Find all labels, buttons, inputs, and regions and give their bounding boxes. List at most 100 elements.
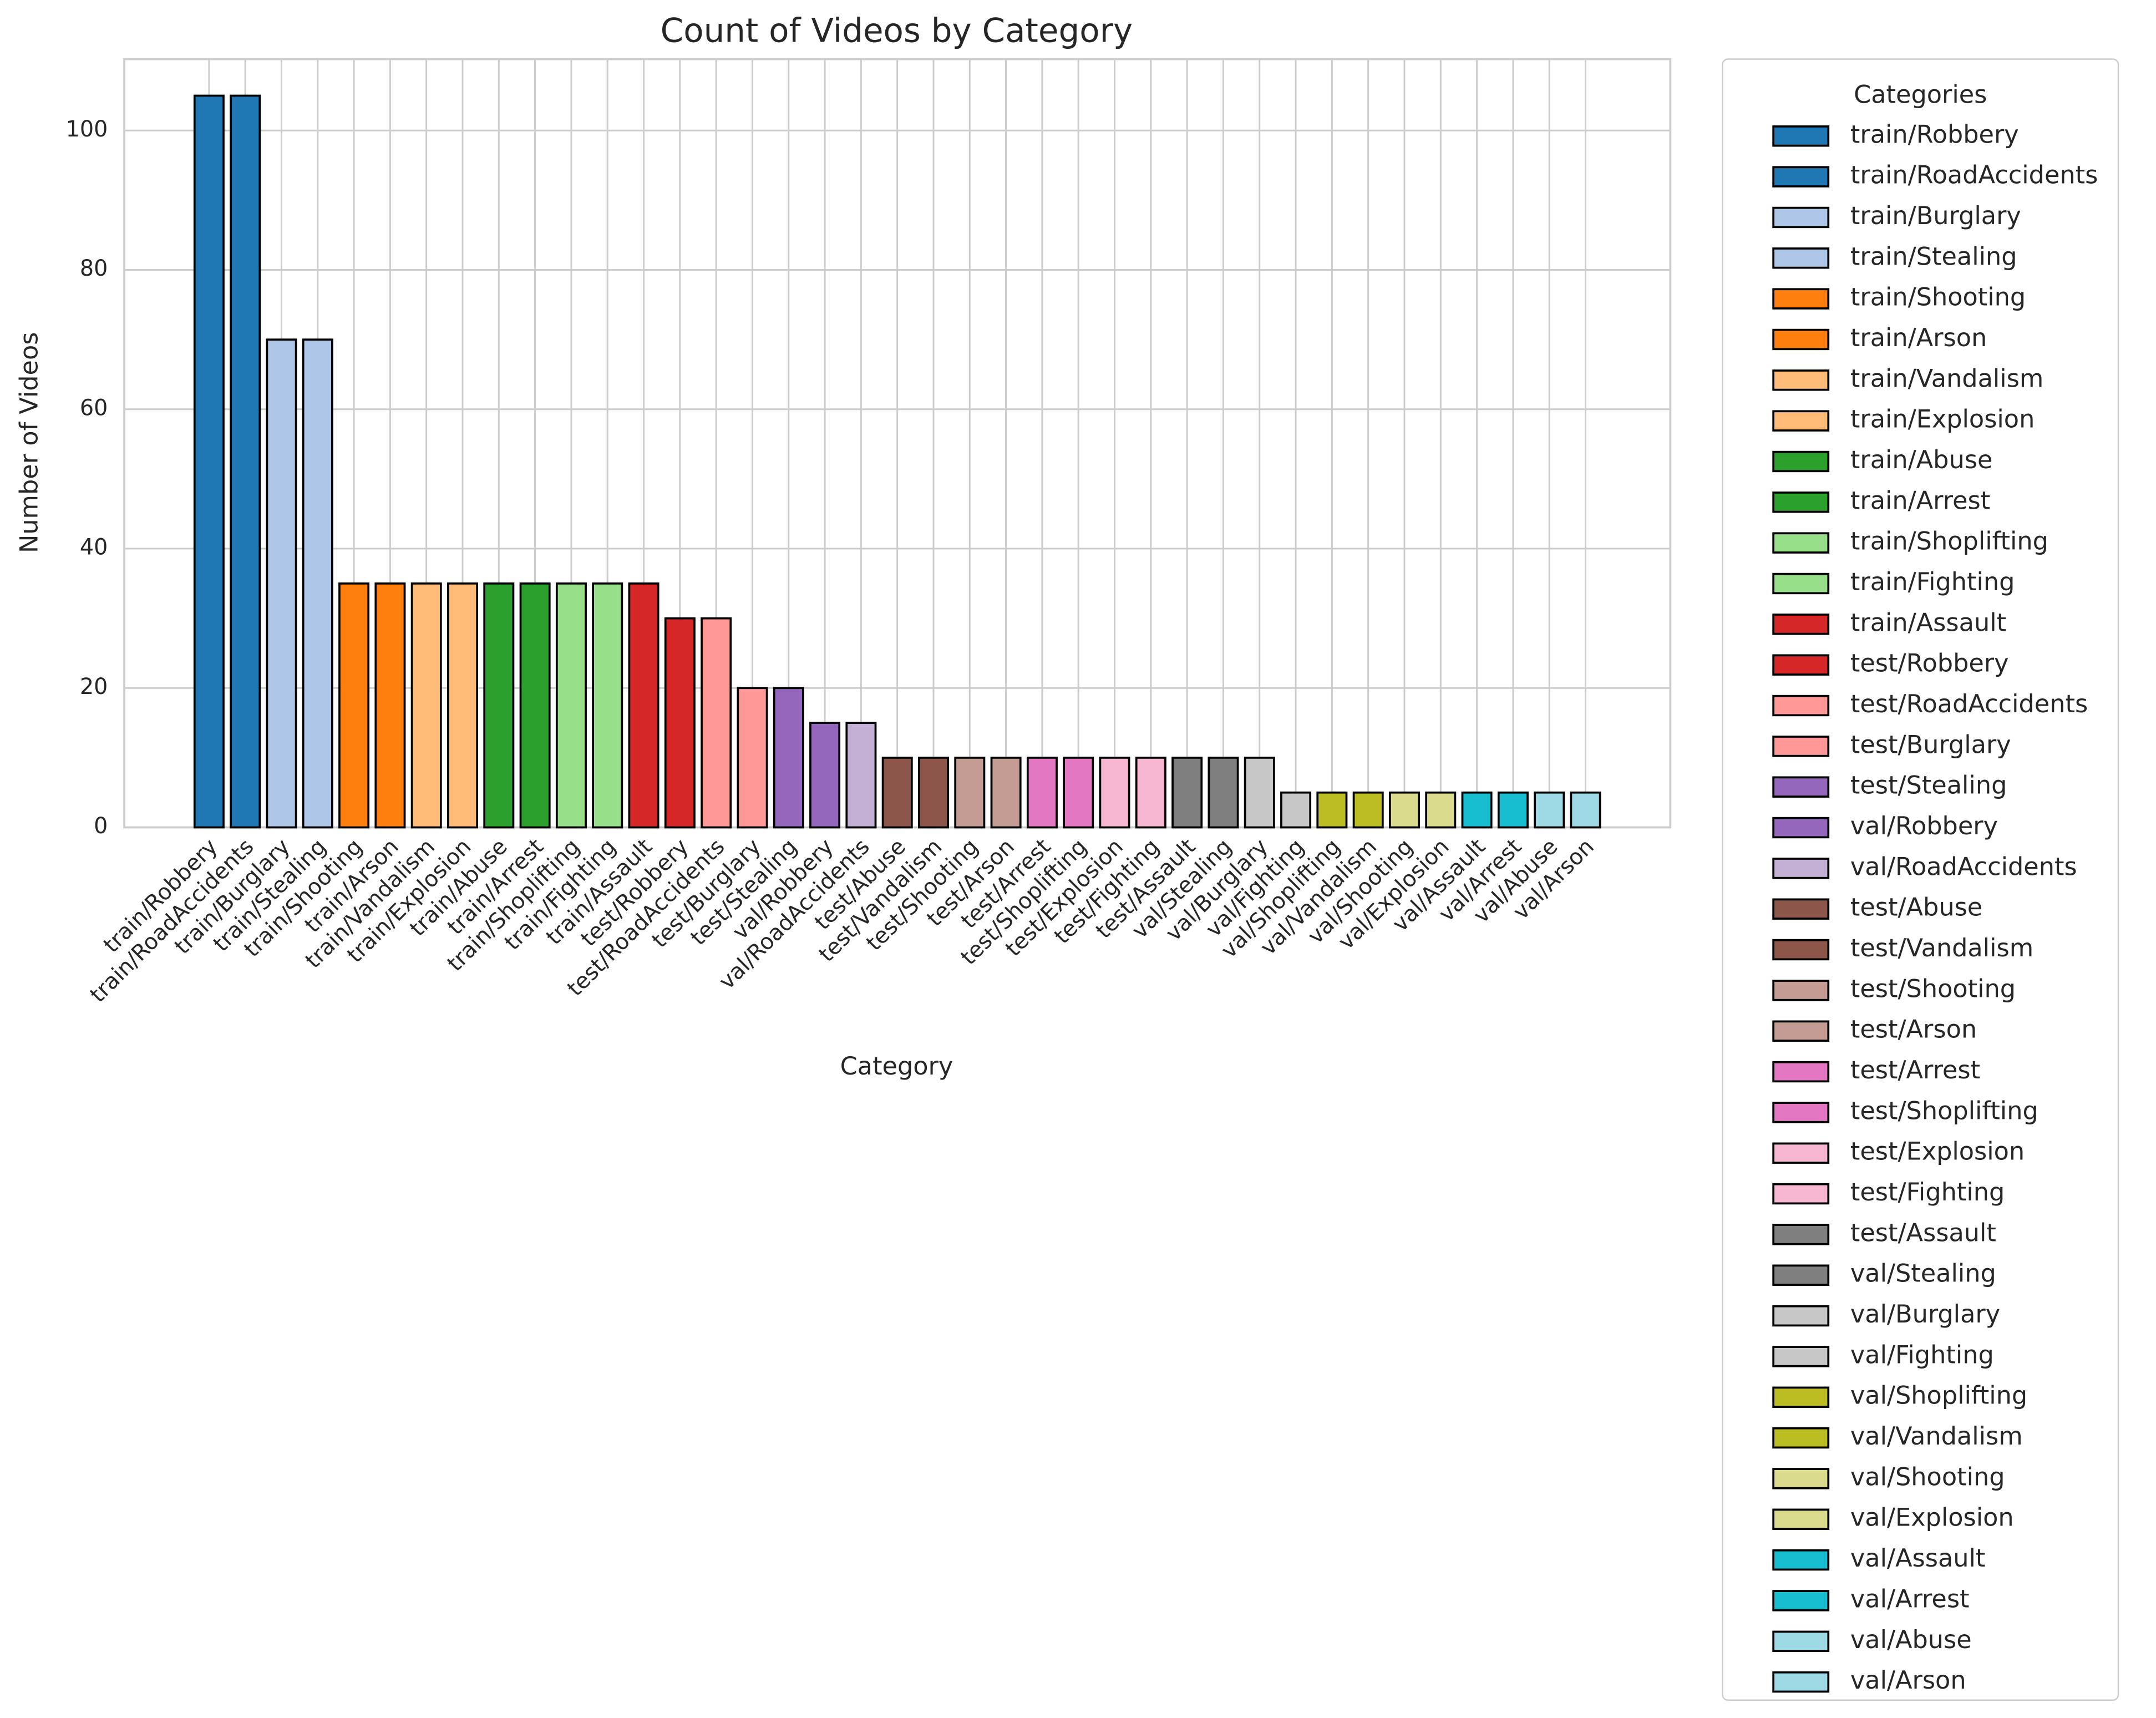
legend-label: train/Fighting xyxy=(1850,567,2015,596)
bar xyxy=(1135,757,1166,829)
legend-swatch xyxy=(1772,1102,1830,1123)
legend-label: val/Arson xyxy=(1850,1666,1966,1695)
bar xyxy=(1497,791,1529,829)
legend-swatch xyxy=(1772,328,1830,351)
bar xyxy=(1389,791,1420,829)
legend-label: val/Burglary xyxy=(1850,1300,2000,1329)
bar xyxy=(1352,791,1384,829)
legend-label: val/Robbery xyxy=(1850,812,1998,840)
legend-swatch xyxy=(1772,1590,1830,1611)
legend-swatch xyxy=(1772,898,1830,920)
bar xyxy=(302,338,333,829)
legend-label: train/Arson xyxy=(1850,323,1987,352)
legend-swatch xyxy=(1772,1305,1830,1327)
bar xyxy=(1099,757,1130,829)
bar xyxy=(954,757,986,829)
bar xyxy=(664,617,696,829)
chart-title: Count of Videos by Category xyxy=(661,12,1133,50)
bar xyxy=(266,338,297,829)
y-tick-label: 100 xyxy=(66,116,108,142)
legend-swatch xyxy=(1772,654,1830,676)
legend-label: train/RoadAccidents xyxy=(1850,161,2098,190)
bar xyxy=(628,582,660,829)
bar xyxy=(1570,791,1601,829)
legend-swatch xyxy=(1772,288,1830,310)
bar xyxy=(519,582,551,829)
bar xyxy=(1534,791,1565,829)
legend-swatch xyxy=(1772,817,1830,839)
bar xyxy=(410,582,442,829)
legend-swatch xyxy=(1772,450,1830,473)
bar xyxy=(193,94,225,829)
legend-swatch xyxy=(1772,166,1830,187)
bar xyxy=(1316,791,1348,829)
bar xyxy=(592,582,623,829)
legend-label: test/Burglary xyxy=(1850,730,2011,759)
legend-swatch xyxy=(1772,369,1830,391)
bar xyxy=(1461,791,1493,829)
y-axis-label: Number of Videos xyxy=(15,332,44,554)
legend-label: train/Shooting xyxy=(1850,283,2026,312)
legend-label: train/Stealing xyxy=(1850,242,2017,271)
y-tick-label: 80 xyxy=(80,256,108,281)
bar xyxy=(1208,757,1239,829)
legend-swatch xyxy=(1772,695,1830,717)
legend-swatch xyxy=(1772,1346,1830,1367)
legend-label: test/Shooting xyxy=(1850,974,2016,1003)
legend-label: val/RoadAccidents xyxy=(1850,852,2077,881)
legend-swatch xyxy=(1772,1671,1830,1693)
legend-swatch xyxy=(1772,1630,1830,1652)
bar xyxy=(447,582,478,829)
bar xyxy=(1244,757,1275,829)
legend-label: val/Explosion xyxy=(1850,1503,2014,1532)
legend-label: train/Vandalism xyxy=(1850,364,2043,393)
legend-swatch xyxy=(1772,980,1830,1001)
bar xyxy=(773,687,804,829)
bar xyxy=(1171,757,1203,829)
bar xyxy=(918,757,949,829)
legend-swatch xyxy=(1772,1549,1830,1571)
legend-swatch xyxy=(1772,410,1830,432)
legend-swatch xyxy=(1772,491,1830,513)
bar xyxy=(737,687,768,829)
legend-swatch xyxy=(1772,1183,1830,1205)
legend-label: test/Stealing xyxy=(1850,771,2007,800)
legend-label: train/Assault xyxy=(1850,608,2006,637)
legend-swatch xyxy=(1772,1224,1830,1245)
legend-label: train/Abuse xyxy=(1850,445,1992,474)
bar xyxy=(990,757,1022,829)
bar xyxy=(1425,791,1457,829)
bar xyxy=(230,94,261,829)
bar xyxy=(809,722,841,829)
legend-swatch xyxy=(1772,1386,1830,1408)
bar xyxy=(1026,757,1058,829)
y-tick-label: 40 xyxy=(80,535,108,560)
legend-label: val/Abuse xyxy=(1850,1625,1972,1654)
legend-label: val/Fighting xyxy=(1850,1340,1994,1369)
legend-swatch xyxy=(1772,1061,1830,1083)
legend-label: train/Robbery xyxy=(1850,120,2019,149)
legend-swatch xyxy=(1772,1468,1830,1489)
legend-swatch xyxy=(1772,125,1830,147)
legend-swatch xyxy=(1772,206,1830,229)
legend-label: train/Shoplifting xyxy=(1850,527,2048,556)
legend-label: test/Assault xyxy=(1850,1218,1996,1247)
legend-label: val/Assault xyxy=(1850,1544,1985,1573)
legend-swatch xyxy=(1772,247,1830,269)
legend-swatch xyxy=(1772,736,1830,757)
legend-swatch xyxy=(1772,1427,1830,1449)
legend-label: test/RoadAccidents xyxy=(1850,690,2088,718)
bar xyxy=(338,582,370,829)
bar xyxy=(881,757,913,829)
legend-label: val/Shoplifting xyxy=(1850,1381,2027,1410)
legend-label: test/Fighting xyxy=(1850,1178,2005,1207)
legend-label: train/Burglary xyxy=(1850,201,2021,230)
legend-label: val/Arrest xyxy=(1850,1584,1970,1613)
x-axis-label: Category xyxy=(840,1052,953,1081)
legend-swatch xyxy=(1772,1264,1830,1286)
legend-swatch xyxy=(1772,1142,1830,1164)
legend-label: test/Shoplifting xyxy=(1850,1096,2038,1125)
bar xyxy=(1280,791,1312,829)
legend-label: val/Vandalism xyxy=(1850,1422,2023,1451)
